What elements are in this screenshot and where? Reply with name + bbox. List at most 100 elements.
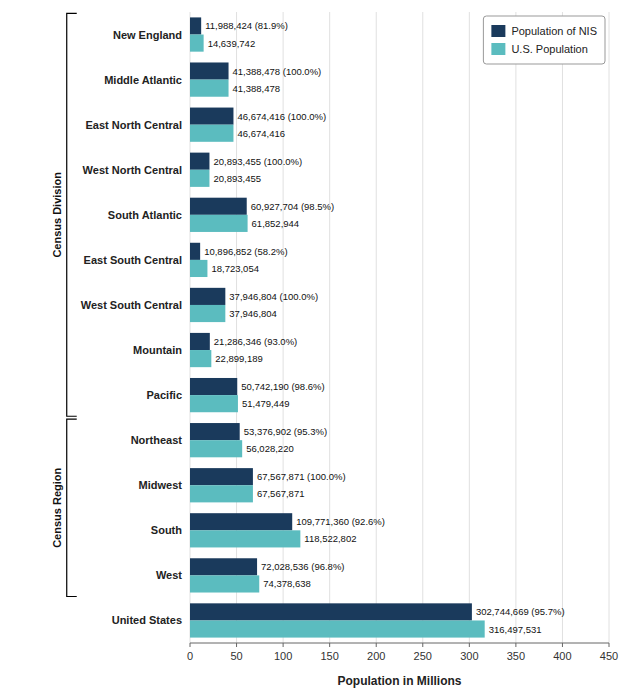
bar [190,108,233,125]
bar [190,260,207,277]
data-label: 50,742,190 (98.6%) [241,381,324,392]
data-label: 10,896,852 (58.2%) [204,246,287,257]
data-label: 67,567,871 (100.0%) [257,471,346,482]
grid-line [422,12,423,643]
bar [190,243,200,260]
bar [190,468,253,485]
grid-line [329,12,330,643]
category-label: East North Central [85,119,182,131]
data-label: 61,852,944 [252,218,300,229]
annotation: Census Region [51,467,63,547]
legend-label: U.S. Population [511,43,587,55]
data-label: 22,899,189 [215,353,263,364]
data-label: 18,723,054 [211,263,259,274]
bar [190,305,225,322]
data-label: 56,028,220 [246,443,294,454]
bar [190,603,472,620]
bar [190,17,201,34]
data-label: 11,988,424 (81.9%) [205,20,288,31]
tick-label: 450 [600,650,618,662]
tick-mark [376,643,377,647]
data-label: 14,639,742 [208,38,256,49]
tick-mark [190,643,191,647]
bar [190,513,292,530]
bar [190,333,210,350]
data-label: 67,567,871 [257,488,305,499]
axis-line [190,643,609,644]
data-label: 109,771,360 (92.6%) [296,516,385,527]
category-label: East South Central [84,254,182,266]
data-label: 20,893,455 [213,173,261,184]
tick-label: 250 [414,650,432,662]
data-label: 60,927,704 (98.5%) [251,201,334,212]
data-label: 53,376,902 (95.3%) [244,426,327,437]
tick-mark [422,643,423,647]
chart: 050100150200250300350400450Population in… [0,0,623,695]
data-label: 72,028,536 (96.8%) [261,561,344,572]
bar [190,125,233,142]
grid-line [190,12,191,643]
tick-mark [469,643,470,647]
data-label: 37,946,804 [229,308,277,319]
bar [190,35,204,52]
tick-label: 0 [187,650,193,662]
grid-line [283,12,284,643]
data-label: 37,946,804 (100.0%) [229,291,318,302]
data-label: 51,479,449 [242,398,290,409]
category-label: West [156,569,182,581]
category-label: West North Central [83,164,182,176]
tick-label: 350 [507,650,525,662]
tick-mark [609,643,610,647]
grid-line [562,12,563,643]
data-labels: 11,988,424 (81.9%)41,388,478 (100.0%)46,… [204,20,564,634]
data-label: 41,388,478 (100.0%) [233,66,322,77]
bar [190,170,209,187]
grid [190,12,609,643]
tick-label: 400 [553,650,571,662]
tick-mark [236,643,237,647]
bracket: Census Region [51,419,77,596]
data-label: 316,497,531 [489,624,542,635]
tick-label: 100 [274,650,292,662]
legend: Population of NISU.S. Population [483,16,605,64]
category-label: West South Central [81,299,182,311]
annotation: Census Division [51,172,63,258]
grid-line [609,12,610,643]
bar [190,80,229,97]
category-label: Pacific [147,389,182,401]
category-label: United States [112,614,182,626]
data-label: 20,893,455 (100.0%) [213,156,302,167]
tick-mark [562,643,563,647]
bracket-line [67,13,77,416]
category-label: Midwest [139,479,183,491]
legend-swatch [491,25,505,37]
tick-mark [329,643,330,647]
bracket-line [67,419,77,596]
category-label: South Atlantic [108,209,182,221]
bar [190,288,225,305]
data-label: 74,378,638 [263,578,311,589]
x-axis: 050100150200250300350400450 [187,643,618,662]
data-label: 41,388,478 [233,83,281,94]
bar [190,423,240,440]
bar [190,215,248,232]
bar [190,395,238,412]
category-label: New England [113,29,182,41]
bar [190,153,209,170]
tick-label: 200 [367,650,385,662]
grid-line [376,12,377,643]
tick-mark [283,643,284,647]
bar [190,350,211,367]
bar [190,440,242,457]
tick-mark [515,643,516,647]
category-label: Northeast [131,434,183,446]
category-label: South [151,524,182,536]
legend-frame [483,16,605,64]
bar [190,62,229,79]
x-axis-label: Population in Millions [338,674,462,688]
grid-line [236,12,237,643]
category-label: Mountain [133,344,182,356]
grid-line [469,12,470,643]
bar [190,558,257,575]
bar [190,620,485,637]
